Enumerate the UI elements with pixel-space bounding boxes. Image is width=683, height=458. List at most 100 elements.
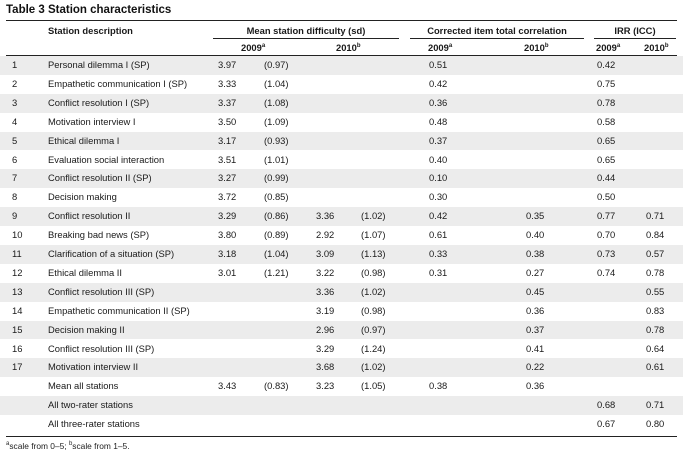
station-description-cell: Breaking bad news (SP) xyxy=(48,229,150,241)
corrected-2010-cell: 0.35 xyxy=(526,210,545,222)
irr-2009-cell: 0.74 xyxy=(597,266,616,278)
table-title: Table 3 Station characteristics xyxy=(6,4,172,16)
row-number-cell: 15 xyxy=(12,323,23,335)
difficulty-2010-sd-cell: (1.07) xyxy=(361,229,386,241)
station-description-cell: Personal dilemma I (SP) xyxy=(48,59,150,70)
corrected-2009-cell: 0.42 xyxy=(429,77,448,89)
difficulty-2010-mean-cell: 3.22 xyxy=(316,266,335,278)
irr-2010-cell: 0.61 xyxy=(646,361,665,373)
corrected-2010-cell: 0.40 xyxy=(526,229,545,241)
corrected-2009-cell: 0.10 xyxy=(429,172,448,184)
row-number-cell: 5 xyxy=(12,134,18,146)
difficulty-2009-mean-cell: 3.37 xyxy=(218,96,237,108)
group-rule-irr xyxy=(594,38,676,39)
row-number-cell: 7 xyxy=(12,172,18,184)
irr-2010-cell: 0.71 xyxy=(646,210,665,222)
difficulty-2010-sd-cell: (0.97) xyxy=(361,323,386,335)
difficulty-2009-mean-cell: 3.33 xyxy=(218,77,237,89)
station-description-cell: Empathetic communication I (SP) xyxy=(48,77,188,89)
corrected-2010-cell: 0.27 xyxy=(526,266,545,278)
difficulty-2009-sd-cell: (1.09) xyxy=(264,115,289,127)
station-description-cell: Conflict resolution II (SP) xyxy=(48,172,152,184)
station-description-cell: Empathetic communication II (SP) xyxy=(48,304,190,316)
irr-2009-cell: 0.70 xyxy=(597,229,616,241)
difficulty-2010-sd-cell: (1.24) xyxy=(361,342,386,354)
difficulty-2009-mean-cell: 3.80 xyxy=(218,229,237,241)
corrected-2009-cell: 0.37 xyxy=(429,134,448,146)
difficulty-2010-sd-cell: (1.13) xyxy=(361,248,386,259)
difficulty-2010-sd-cell: (1.05) xyxy=(361,380,386,392)
irr-2009-cell: 0.58 xyxy=(597,115,616,127)
difficulty-2009-mean-cell: 3.97 xyxy=(218,59,237,70)
row-number-cell: 10 xyxy=(12,229,23,241)
difficulty-2010-mean-cell: 2.96 xyxy=(316,323,335,335)
row-number-cell: 9 xyxy=(12,210,18,222)
irr-2009-cell: 0.75 xyxy=(597,77,616,89)
top-rule xyxy=(6,20,677,21)
difficulty-2010-sd-cell: (1.02) xyxy=(361,210,386,222)
row-number-cell: 13 xyxy=(12,285,23,297)
corrected-2010-cell: 0.41 xyxy=(526,342,545,354)
irr-2009-cell: 0.42 xyxy=(597,59,616,70)
row-number-cell: 2 xyxy=(12,77,18,89)
difficulty-2010-mean-cell: 3.36 xyxy=(316,285,335,297)
corrected-2010-cell: 0.22 xyxy=(526,361,545,373)
header-bottom-rule xyxy=(6,55,677,56)
difficulty-2009-mean-cell: 3.29 xyxy=(218,210,237,222)
difficulty-2009-sd-cell: (0.89) xyxy=(264,229,289,241)
row-background xyxy=(0,207,683,227)
irr-2010-cell: 0.57 xyxy=(646,248,665,259)
irr-2010-cell: 0.55 xyxy=(646,285,665,297)
difficulty-2009-sd-cell: (1.04) xyxy=(264,77,289,89)
row-background xyxy=(0,282,683,302)
difficulty-2010-sd-cell: (1.02) xyxy=(361,361,386,373)
station-description-cell: Ethical dilemma II xyxy=(48,266,122,278)
difficulty-2010-mean-cell: 3.23 xyxy=(316,380,335,392)
row-number-cell: 12 xyxy=(12,266,23,278)
station-description-cell: All three-rater stations xyxy=(48,418,140,430)
difficulty-2010-mean-cell: 3.19 xyxy=(316,304,335,316)
row-background xyxy=(0,358,683,378)
row-number-cell: 16 xyxy=(12,342,23,354)
station-description-cell: Motivation interview II xyxy=(48,361,139,373)
corrected-2009-cell: 0.31 xyxy=(429,266,448,278)
irr-2009-cell: 0.78 xyxy=(597,96,616,108)
station-description-cell: Clarification of a situation (SP) xyxy=(48,248,175,259)
group-rule-corrected xyxy=(410,38,584,39)
difficulty-2009-mean-cell: 3.27 xyxy=(218,172,237,184)
difficulty-2009-sd-cell: (0.93) xyxy=(264,134,289,146)
header-corrected-item: Corrected item total correlation xyxy=(427,25,567,36)
header-difficulty-2010: 2010b xyxy=(336,42,361,53)
irr-2010-cell: 0.83 xyxy=(646,304,665,316)
row-background xyxy=(0,169,683,189)
header-corrected-2009: 2009a xyxy=(428,42,453,53)
difficulty-2009-mean-cell: 3.18 xyxy=(218,248,237,259)
difficulty-2010-sd-cell: (0.98) xyxy=(361,304,386,316)
difficulty-2009-mean-cell: 3.17 xyxy=(218,134,237,146)
row-background xyxy=(0,93,683,113)
header-station-description: Station description xyxy=(48,25,133,36)
difficulty-2009-sd-cell: (0.99) xyxy=(264,172,289,184)
row-number-cell: 4 xyxy=(12,115,18,127)
difficulty-2009-sd-cell: (1.08) xyxy=(264,96,289,108)
corrected-2009-cell: 0.33 xyxy=(429,248,448,259)
difficulty-2010-mean-cell: 3.36 xyxy=(316,210,335,222)
irr-2010-cell: 0.71 xyxy=(646,399,665,411)
header-mean-difficulty: Mean station difficulty (sd) xyxy=(246,25,366,36)
irr-2010-cell: 0.80 xyxy=(646,418,665,430)
station-description-cell: Conflict resolution I (SP) xyxy=(48,96,150,108)
corrected-2009-cell: 0.30 xyxy=(429,191,448,203)
irr-2009-cell: 0.50 xyxy=(597,191,616,203)
station-description-cell: All two-rater stations xyxy=(48,399,133,411)
station-description-cell: Ethical dilemma I xyxy=(48,134,120,146)
irr-2010-cell: 0.78 xyxy=(646,266,665,278)
row-number-cell: 8 xyxy=(12,191,18,203)
corrected-2009-cell: 0.51 xyxy=(429,59,448,70)
irr-2009-cell: 0.67 xyxy=(597,418,616,430)
difficulty-2009-sd-cell: (0.86) xyxy=(264,210,289,222)
row-background xyxy=(0,396,683,416)
footnote: ascale from 0–5; bscale from 1–5. xyxy=(6,441,130,451)
station-description-cell: Conflict resolution III (SP) xyxy=(48,342,155,354)
irr-2009-cell: 0.68 xyxy=(597,399,616,411)
difficulty-2010-mean-cell: 3.29 xyxy=(316,342,335,354)
